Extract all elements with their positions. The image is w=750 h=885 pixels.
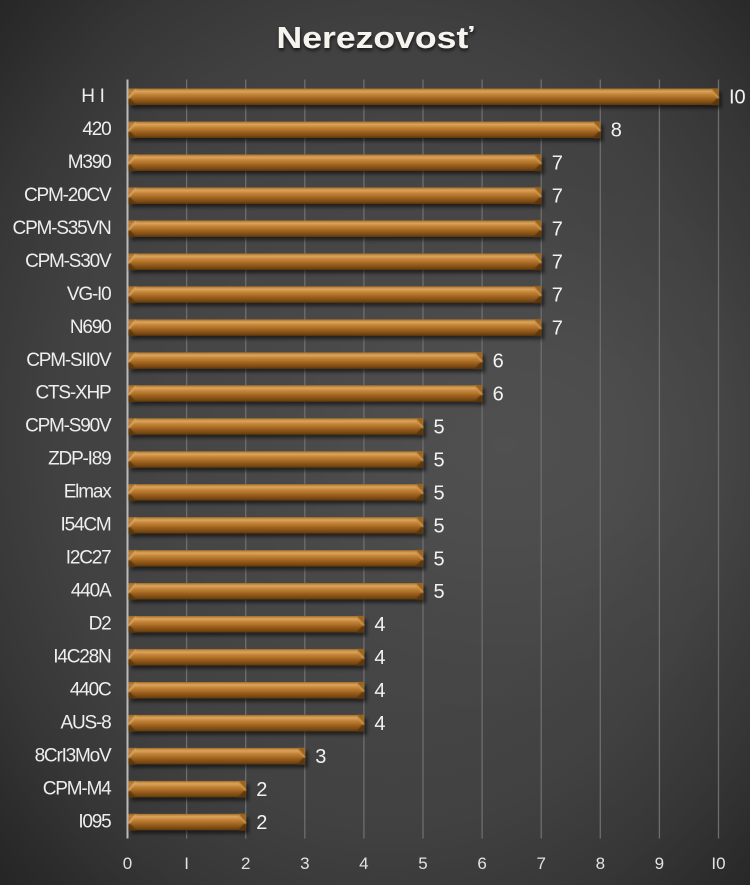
svg-text:CPM-S90V: CPM-S90V	[25, 416, 112, 437]
svg-text:CPM-M4: CPM-M4	[43, 778, 112, 799]
svg-text:3: 3	[315, 746, 326, 768]
svg-text:420: 420	[82, 119, 111, 140]
svg-text:6: 6	[493, 351, 504, 373]
svg-text:4: 4	[374, 713, 385, 735]
svg-text:I0: I0	[729, 87, 746, 109]
svg-text:2: 2	[241, 854, 250, 873]
svg-text:CPM-20CV: CPM-20CV	[24, 185, 112, 206]
svg-text:AUS-8: AUS-8	[61, 712, 112, 733]
svg-text:M390: M390	[68, 152, 111, 173]
svg-text:7: 7	[552, 285, 563, 307]
svg-text:8: 8	[611, 120, 622, 142]
svg-text:6: 6	[493, 383, 504, 405]
svg-text:440C: 440C	[70, 680, 111, 701]
svg-text:CPM-S35VN: CPM-S35VN	[13, 218, 111, 239]
svg-text:4: 4	[374, 614, 385, 636]
svg-text:CTS-XHP: CTS-XHP	[36, 383, 112, 404]
svg-text:D2: D2	[89, 614, 112, 635]
svg-text:7: 7	[552, 318, 563, 340]
svg-text:Elmax: Elmax	[64, 482, 112, 503]
svg-text:I0: I0	[711, 854, 725, 873]
svg-text:0: 0	[123, 854, 132, 873]
svg-text:I: I	[184, 854, 189, 873]
svg-text:I54CM: I54CM	[61, 515, 111, 536]
svg-text:5: 5	[434, 416, 445, 438]
svg-text:2: 2	[256, 779, 267, 801]
svg-text:440A: 440A	[71, 581, 112, 602]
svg-text:5: 5	[434, 515, 445, 537]
svg-text:6: 6	[477, 854, 486, 873]
svg-text:9: 9	[655, 854, 664, 873]
svg-text:7: 7	[536, 854, 545, 873]
svg-text:4: 4	[374, 647, 385, 669]
svg-text:5: 5	[418, 854, 427, 873]
svg-text:2: 2	[256, 812, 267, 834]
svg-text:CPM-SII0V: CPM-SII0V	[26, 350, 112, 371]
svg-text:5: 5	[434, 482, 445, 504]
svg-text:8: 8	[596, 854, 605, 873]
svg-text:7: 7	[552, 219, 563, 241]
svg-text:N690: N690	[70, 317, 111, 338]
svg-text:7: 7	[552, 153, 563, 175]
svg-text:I2C27: I2C27	[66, 548, 111, 569]
svg-text:5: 5	[434, 449, 445, 471]
svg-text:5: 5	[434, 581, 445, 603]
svg-text:4: 4	[359, 854, 368, 873]
svg-text:Nerezovosť: Nerezovosť	[277, 20, 474, 55]
svg-text:I4C28N: I4C28N	[53, 647, 111, 668]
svg-text:I: I	[100, 86, 105, 107]
svg-text:I095: I095	[78, 811, 111, 832]
svg-text:H: H	[81, 86, 95, 107]
svg-text:7: 7	[552, 186, 563, 208]
svg-text:VG-I0: VG-I0	[67, 284, 111, 305]
svg-text:CPM-S30V: CPM-S30V	[25, 251, 112, 272]
svg-text:7: 7	[552, 252, 563, 274]
svg-text:3: 3	[300, 854, 309, 873]
svg-text:4: 4	[374, 680, 385, 702]
svg-text:8CrI3MoV: 8CrI3MoV	[35, 745, 112, 766]
svg-text:ZDP-I89: ZDP-I89	[48, 449, 111, 470]
svg-text:5: 5	[434, 548, 445, 570]
